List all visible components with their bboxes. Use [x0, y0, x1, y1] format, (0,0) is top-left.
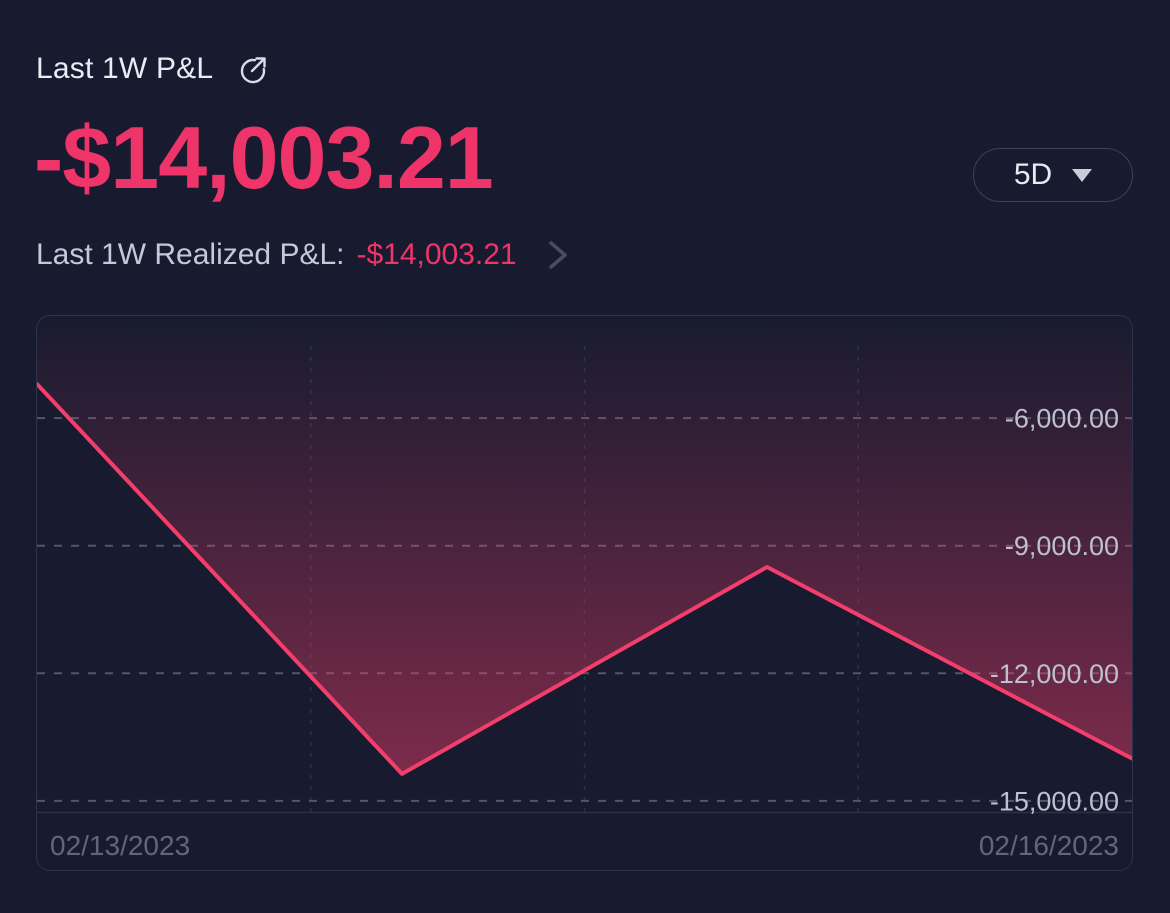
x-axis-label-end: 02/16/2023 [978, 830, 1119, 861]
chevron-right-icon[interactable] [545, 238, 571, 272]
caret-down-icon [1072, 168, 1093, 182]
realized-pnl-row: Last 1W Realized P&L: -$14,003.21 [36, 238, 571, 272]
y-axis-label: -12,000.00 [990, 659, 1119, 689]
y-axis-label: -9,000.00 [1005, 531, 1119, 561]
pnl-area-chart[interactable]: -6,000.00 -9,000.00 -12,000.00 -15,000.00 [37, 316, 1132, 870]
range-selector-button[interactable]: 5D [973, 148, 1133, 202]
pnl-line [37, 382, 1132, 776]
pnl-value: -$14,003.21 [34, 108, 494, 207]
external-link-icon[interactable] [237, 53, 269, 85]
widget-header: Last 1W P&L [36, 52, 269, 86]
pnl-chart-card: -6,000.00 -9,000.00 -12,000.00 -15,000.00 0… [36, 315, 1133, 871]
widget-title: Last 1W P&L [36, 52, 214, 85]
realized-pnl-value: -$14,003.21 [356, 238, 517, 271]
range-selected-value: 5D [1013, 158, 1053, 191]
area-fill [37, 316, 1132, 774]
x-axis-label-start: 02/13/2023 [50, 830, 191, 861]
y-axis-label: -6,000.00 [1005, 404, 1119, 434]
realized-pnl-label: Last 1W Realized P&L: [36, 238, 345, 271]
y-axis-label: -15,000.00 [990, 786, 1119, 816]
